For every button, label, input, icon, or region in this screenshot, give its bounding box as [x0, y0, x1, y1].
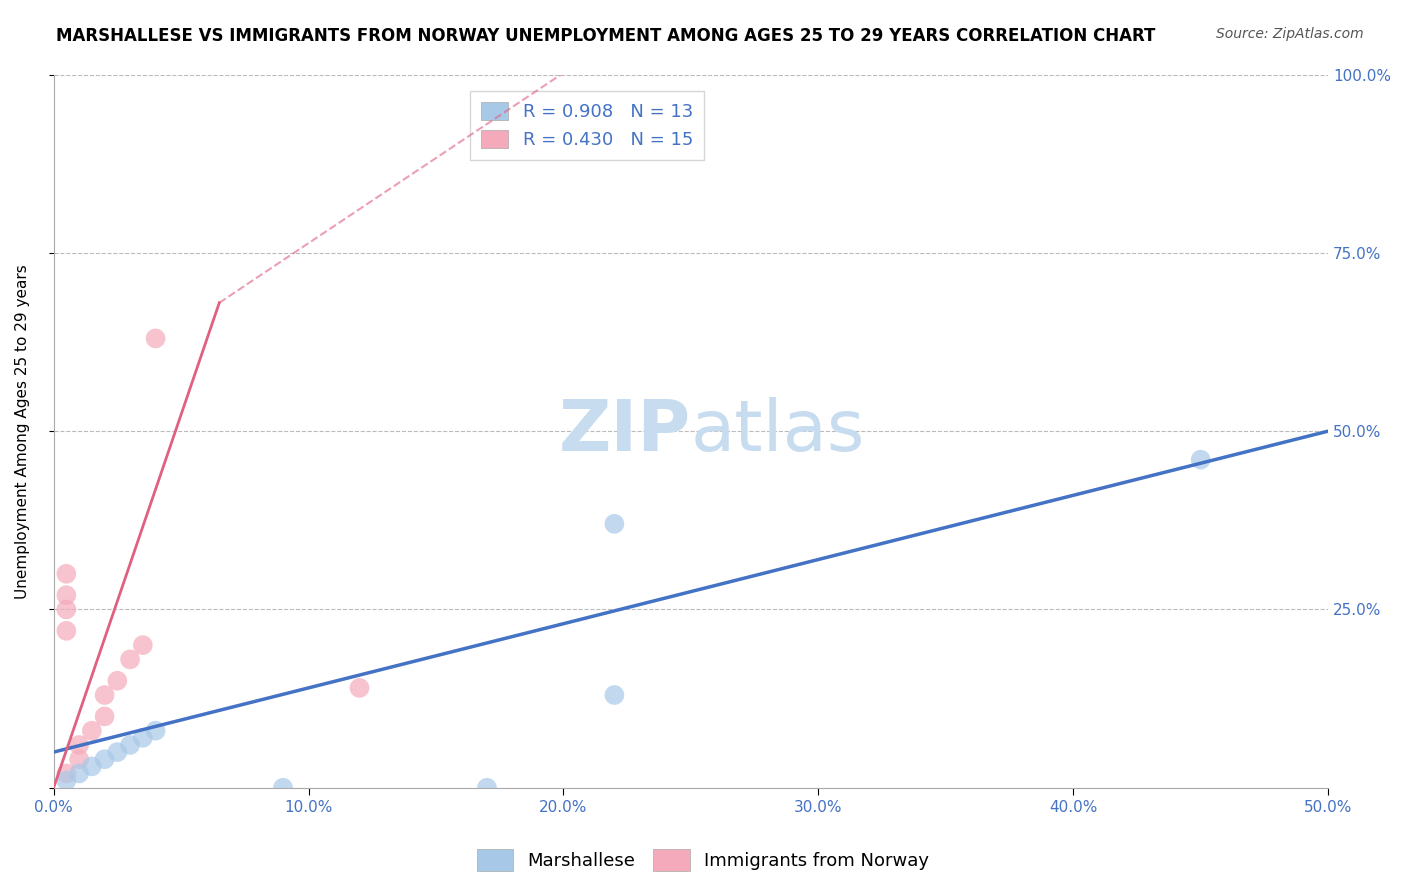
- Point: [105, 673, 128, 688]
- Point: [271, 780, 294, 795]
- Point: [603, 516, 626, 531]
- Point: [55, 602, 77, 616]
- Point: [349, 681, 371, 695]
- Point: [1189, 452, 1212, 467]
- Point: [93, 752, 115, 766]
- Point: [93, 688, 115, 702]
- Text: Source: ZipAtlas.com: Source: ZipAtlas.com: [1216, 27, 1364, 41]
- Point: [80, 759, 103, 773]
- Point: [132, 731, 155, 745]
- Point: [145, 331, 167, 345]
- Point: [55, 773, 77, 788]
- Point: [93, 709, 115, 723]
- Point: [145, 723, 167, 738]
- Point: [67, 738, 90, 752]
- Point: [55, 566, 77, 581]
- Point: [55, 624, 77, 638]
- Point: [67, 766, 90, 780]
- Text: ZIP: ZIP: [558, 397, 690, 466]
- Text: MARSHALLESE VS IMMIGRANTS FROM NORWAY UNEMPLOYMENT AMONG AGES 25 TO 29 YEARS COR: MARSHALLESE VS IMMIGRANTS FROM NORWAY UN…: [56, 27, 1156, 45]
- Point: [67, 752, 90, 766]
- Y-axis label: Unemployment Among Ages 25 to 29 years: Unemployment Among Ages 25 to 29 years: [15, 264, 30, 599]
- Point: [80, 723, 103, 738]
- Legend: R = 0.908   N = 13, R = 0.430   N = 15: R = 0.908 N = 13, R = 0.430 N = 15: [471, 91, 704, 160]
- Point: [475, 780, 498, 795]
- Point: [603, 688, 626, 702]
- Point: [132, 638, 155, 652]
- Point: [55, 588, 77, 602]
- Point: [120, 652, 142, 666]
- Point: [120, 738, 142, 752]
- Point: [105, 745, 128, 759]
- Text: atlas: atlas: [690, 397, 865, 466]
- Legend: Marshallese, Immigrants from Norway: Marshallese, Immigrants from Norway: [470, 842, 936, 879]
- Point: [55, 766, 77, 780]
